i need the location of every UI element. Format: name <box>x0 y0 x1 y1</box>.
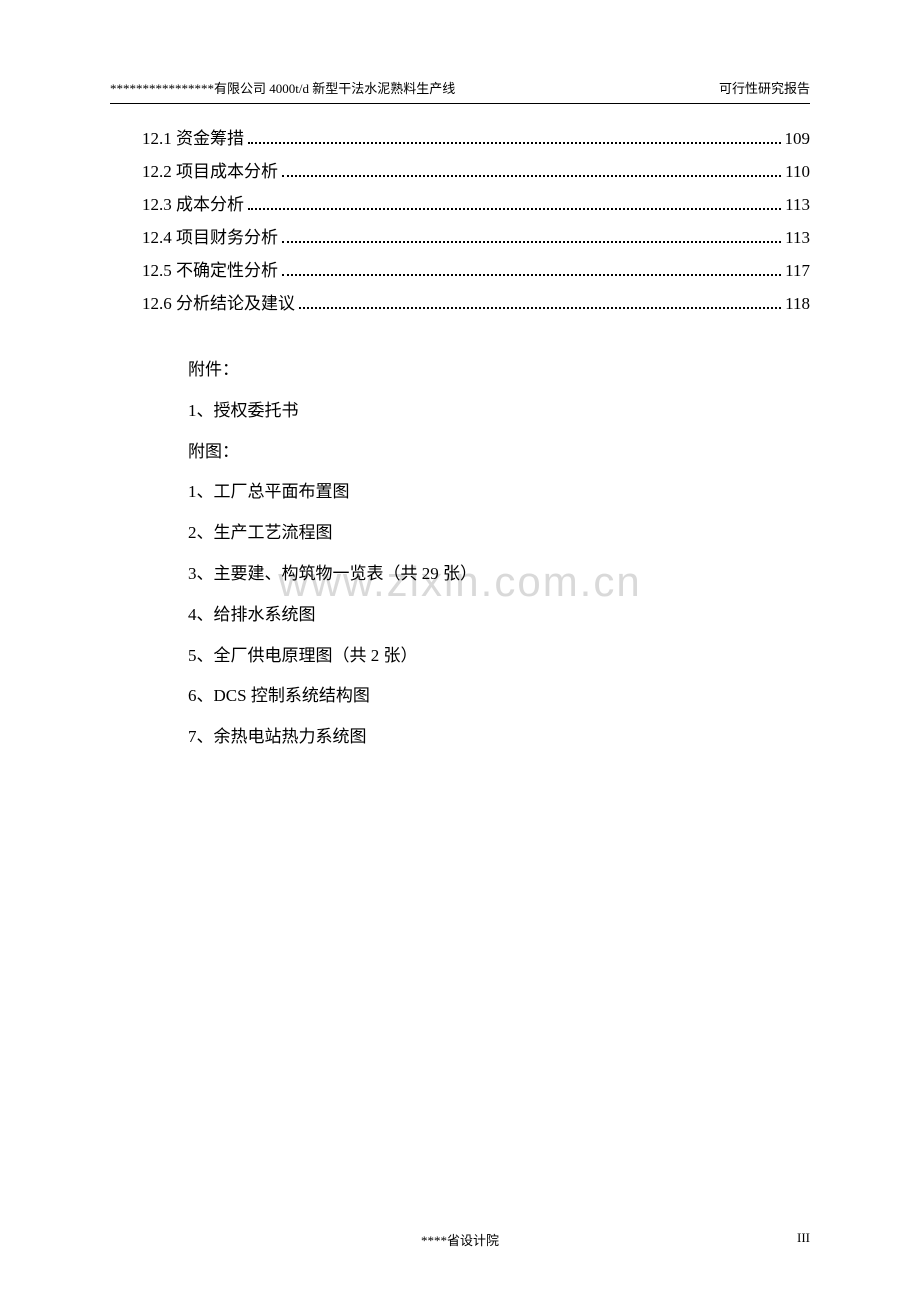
header-right: 可行性研究报告 <box>719 78 810 97</box>
toc-section: 12.1 资金筹措 109 12.2 项目成本分析 110 12.3 成本分析 … <box>110 124 810 314</box>
attachment-item: 2、生产工艺流程图 <box>188 513 810 554</box>
footer-page-number: III <box>797 1230 810 1246</box>
toc-dots <box>299 307 781 309</box>
toc-page: 117 <box>785 261 810 281</box>
toc-label: 12.1 资金筹措 <box>142 124 244 149</box>
toc-label: 12.5 不确定性分析 <box>142 256 278 281</box>
footer-center: ****省设计院 <box>421 1230 499 1249</box>
attachment-section-title: 附件： <box>188 350 810 391</box>
toc-page: 118 <box>785 294 810 314</box>
toc-entry: 12.5 不确定性分析 117 <box>110 256 810 281</box>
toc-page: 113 <box>785 228 810 248</box>
toc-page: 110 <box>785 162 810 182</box>
attachments-section: 附件： 1、授权委托书 附图： 1、工厂总平面布置图 2、生产工艺流程图 3、主… <box>110 350 810 758</box>
header-left: ****************有限公司 4000t/d 新型干法水泥熟料生产线 <box>110 78 455 97</box>
toc-page: 109 <box>785 129 811 149</box>
toc-label: 12.6 分析结论及建议 <box>142 289 295 314</box>
toc-dots <box>282 274 781 276</box>
toc-entry: 12.3 成本分析 113 <box>110 190 810 215</box>
attachment-section-title: 附图： <box>188 432 810 473</box>
attachment-item: 1、工厂总平面布置图 <box>188 472 810 513</box>
attachment-item: 7、余热电站热力系统图 <box>188 717 810 758</box>
toc-dots <box>282 241 781 243</box>
toc-dots <box>282 175 781 177</box>
toc-dots <box>248 142 781 144</box>
page-header: ****************有限公司 4000t/d 新型干法水泥熟料生产线… <box>110 78 810 104</box>
page-footer: ****省设计院 III <box>110 1230 810 1246</box>
toc-entry: 12.4 项目财务分析 113 <box>110 223 810 248</box>
toc-label: 12.3 成本分析 <box>142 190 244 215</box>
toc-label: 12.2 项目成本分析 <box>142 157 278 182</box>
attachment-item: 6、DCS 控制系统结构图 <box>188 676 810 717</box>
attachment-item: 1、授权委托书 <box>188 391 810 432</box>
attachment-item: 5、全厂供电原理图（共 2 张） <box>188 636 810 677</box>
attachment-item: 3、主要建、构筑物一览表（共 29 张） <box>188 554 810 595</box>
toc-dots <box>248 208 781 210</box>
toc-entry: 12.6 分析结论及建议 118 <box>110 289 810 314</box>
attachment-item: 4、给排水系统图 <box>188 595 810 636</box>
toc-entry: 12.2 项目成本分析 110 <box>110 157 810 182</box>
toc-page: 113 <box>785 195 810 215</box>
toc-entry: 12.1 资金筹措 109 <box>110 124 810 149</box>
toc-label: 12.4 项目财务分析 <box>142 223 278 248</box>
